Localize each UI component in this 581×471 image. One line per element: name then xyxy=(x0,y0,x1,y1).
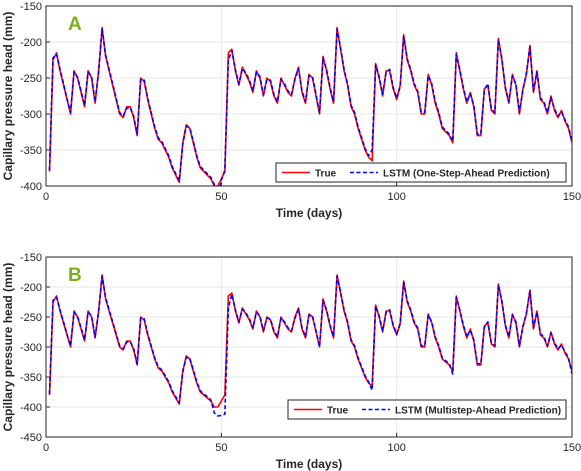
series-line-lstm xyxy=(48,28,572,186)
x-axis-label: Time (days) xyxy=(276,457,342,471)
legend-label-lstm: LSTM (One-Step-Ahead Prediction) xyxy=(383,169,550,180)
series-line-lstm xyxy=(48,275,572,417)
legend-box xyxy=(287,399,567,420)
y-tick-label: -250 xyxy=(20,312,42,324)
x-tick-label: 0 xyxy=(43,442,49,454)
y-tick-label: -400 xyxy=(20,402,42,414)
y-tick-label: -150 xyxy=(20,1,42,13)
x-tick-label: 50 xyxy=(215,442,227,454)
legend: True LSTM (One-Step-Ahead Prediction) xyxy=(275,162,567,183)
x-tick-label: 50 xyxy=(215,191,227,203)
y-tick-label: -150 xyxy=(20,252,42,264)
y-tick-label: -300 xyxy=(20,342,42,354)
legend-label-lstm: LSTM (Multistep-Ahead Prediction) xyxy=(395,406,561,417)
y-axis-label: Capillary pressure head (mm) xyxy=(1,263,15,432)
y-tick-label: -200 xyxy=(20,282,42,294)
axes-box xyxy=(45,5,573,187)
chart-panel-a: 0 50 100 150 -150 -200 -250 -300 -350 -400 Time (d… xyxy=(1,1,581,220)
y-axis-label: Capillary pressure head (mm) xyxy=(1,12,15,181)
x-tick-label: 100 xyxy=(387,191,405,203)
legend-label-true: True xyxy=(327,406,349,417)
legend-label-true: True xyxy=(315,169,337,180)
x-axis-label: Time (days) xyxy=(276,206,342,220)
y-tick-label: -350 xyxy=(20,145,42,157)
plot-area xyxy=(46,6,572,186)
x-tick-label: 150 xyxy=(563,191,581,203)
y-tick-label: -400 xyxy=(20,181,42,193)
y-tick-label: -450 xyxy=(20,432,42,444)
y-tick-label: -300 xyxy=(20,109,42,121)
x-tick-label: 0 xyxy=(43,191,49,203)
chart-panel-b: 0 50 100 150 -150 -200 -250 -300 -350 -400 -450 Tim… xyxy=(1,252,581,471)
panel-label: B xyxy=(68,265,82,286)
y-tick-label: -250 xyxy=(20,73,42,85)
x-tick-label: 150 xyxy=(563,442,581,454)
x-tick-label: 100 xyxy=(387,442,405,454)
y-tick-label: -350 xyxy=(20,372,42,384)
legend: True LSTM (Multistep-Ahead Prediction) xyxy=(287,399,567,420)
panel-label: A xyxy=(68,14,82,35)
y-tick-label: -200 xyxy=(20,37,42,49)
legend-box xyxy=(275,162,567,183)
